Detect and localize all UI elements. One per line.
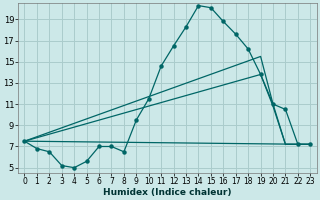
X-axis label: Humidex (Indice chaleur): Humidex (Indice chaleur) — [103, 188, 232, 197]
